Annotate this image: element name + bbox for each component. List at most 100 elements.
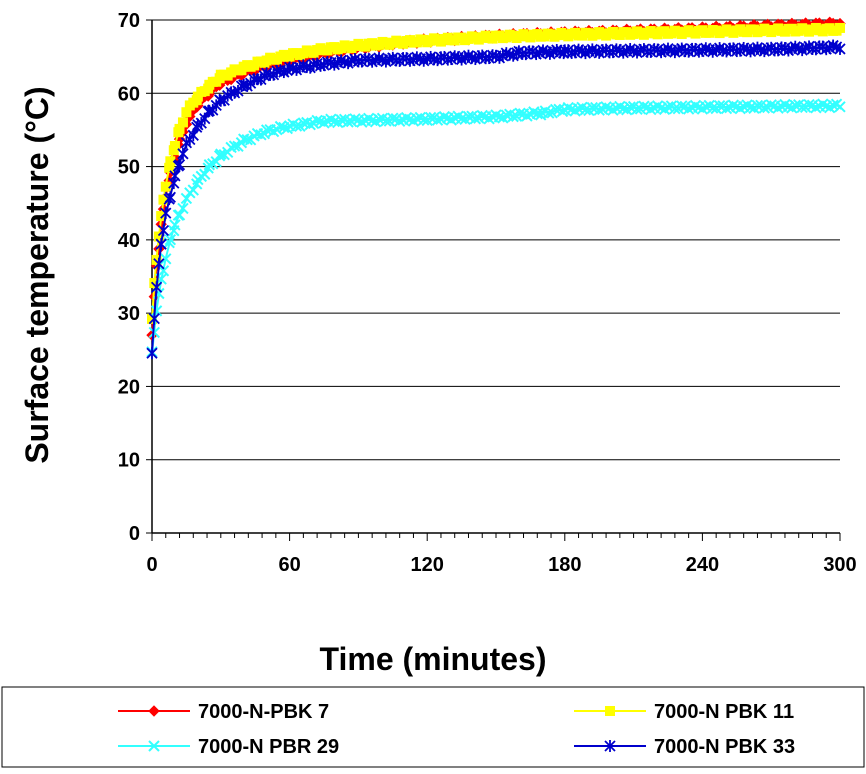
data-point [400, 111, 413, 124]
legend-item: 7000-N PBR 29 [118, 736, 339, 758]
data-point [514, 107, 526, 119]
data-point [543, 107, 555, 119]
data-point [631, 103, 643, 115]
data-point [203, 159, 216, 171]
y-tick-label: 0 [129, 523, 140, 545]
data-point [335, 114, 347, 126]
x-tick-label: 60 [278, 554, 300, 576]
data-point [148, 312, 160, 325]
y-tick-label: 60 [118, 83, 140, 105]
data-point [579, 104, 592, 116]
data-point [393, 115, 406, 127]
data-point [645, 103, 657, 116]
data-point [146, 347, 158, 360]
axis-layer [146, 19, 841, 541]
data-point [180, 192, 193, 205]
data-point [164, 191, 176, 204]
data-point [424, 111, 437, 124]
legend-label: 7000-N PBK 33 [654, 736, 795, 758]
y-tick-label: 50 [118, 157, 140, 179]
y-tick-label: 40 [118, 230, 140, 252]
data-point [155, 238, 167, 251]
y-tick-label: 20 [118, 376, 140, 398]
data-point [810, 102, 822, 114]
data-point [304, 119, 316, 131]
data-point [707, 102, 719, 114]
legend: 7000-N-PBK 7 7000-N PBK 11 7000-N PBR 29 70… [1, 686, 865, 768]
data-point [228, 140, 241, 152]
data-point [713, 100, 726, 112]
data-point [290, 120, 303, 132]
data-point [160, 253, 172, 265]
y-tick-label: 30 [118, 303, 140, 325]
data-point [150, 281, 163, 294]
data-point [177, 202, 189, 215]
data-point [789, 99, 801, 112]
data-point [169, 219, 181, 231]
x-tick-label: 180 [548, 554, 581, 576]
y-tick-label: 70 [118, 10, 140, 32]
data-point [177, 147, 189, 160]
data-point [507, 110, 519, 123]
data-point [164, 233, 177, 246]
data-point [834, 101, 846, 113]
data-point [373, 113, 385, 125]
data-point [669, 102, 681, 115]
data-point [720, 102, 733, 115]
x-tick-label: 0 [146, 554, 157, 576]
legend-marker [148, 740, 160, 752]
data-point [169, 169, 181, 182]
data-point [438, 110, 451, 123]
data-point [549, 103, 562, 116]
data-point [311, 114, 323, 127]
data-point [173, 209, 186, 221]
series-3 [146, 98, 846, 358]
legend-label: 7000-N-PBK 7 [198, 701, 329, 723]
data-point [765, 99, 777, 111]
data-point [772, 102, 784, 114]
data-point [149, 278, 160, 289]
data-point [624, 101, 636, 113]
data-point [160, 207, 172, 220]
data-point [177, 117, 188, 128]
data-point [187, 184, 199, 196]
data-point [328, 115, 341, 128]
y-axis-title: Surface temperature (°C) [19, 86, 55, 463]
data-point [356, 116, 368, 128]
data-point [617, 103, 629, 115]
data-point [387, 112, 399, 124]
data-point [297, 117, 310, 129]
data-point [151, 254, 162, 265]
data-point [469, 113, 482, 125]
data-point [199, 168, 211, 180]
data-point [173, 158, 186, 171]
data-point [600, 101, 612, 113]
x-axis-title: Time (minutes) [320, 641, 547, 677]
x-tick-label: 120 [411, 554, 444, 576]
data-point [215, 148, 227, 160]
series-line [151, 104, 841, 354]
data-point [727, 99, 740, 111]
series-2 [147, 22, 845, 324]
data-point [476, 109, 488, 122]
data-point [380, 115, 392, 127]
legend-box [1, 686, 865, 768]
data-point [462, 110, 475, 123]
grid-layer [152, 19, 840, 461]
series-layer [146, 16, 846, 360]
data-point [349, 113, 361, 125]
data-point [751, 99, 764, 112]
y-tick-label: 10 [118, 450, 140, 472]
data-point [160, 181, 171, 192]
data-point [682, 103, 695, 115]
legend-marker [148, 705, 160, 717]
data-point [493, 111, 506, 123]
data-point [157, 265, 170, 277]
data-point [153, 257, 165, 270]
data-point [758, 102, 771, 114]
legend-item: 7000-N-PBK 7 [118, 701, 329, 723]
data-point [150, 305, 163, 317]
data-point [638, 100, 650, 112]
